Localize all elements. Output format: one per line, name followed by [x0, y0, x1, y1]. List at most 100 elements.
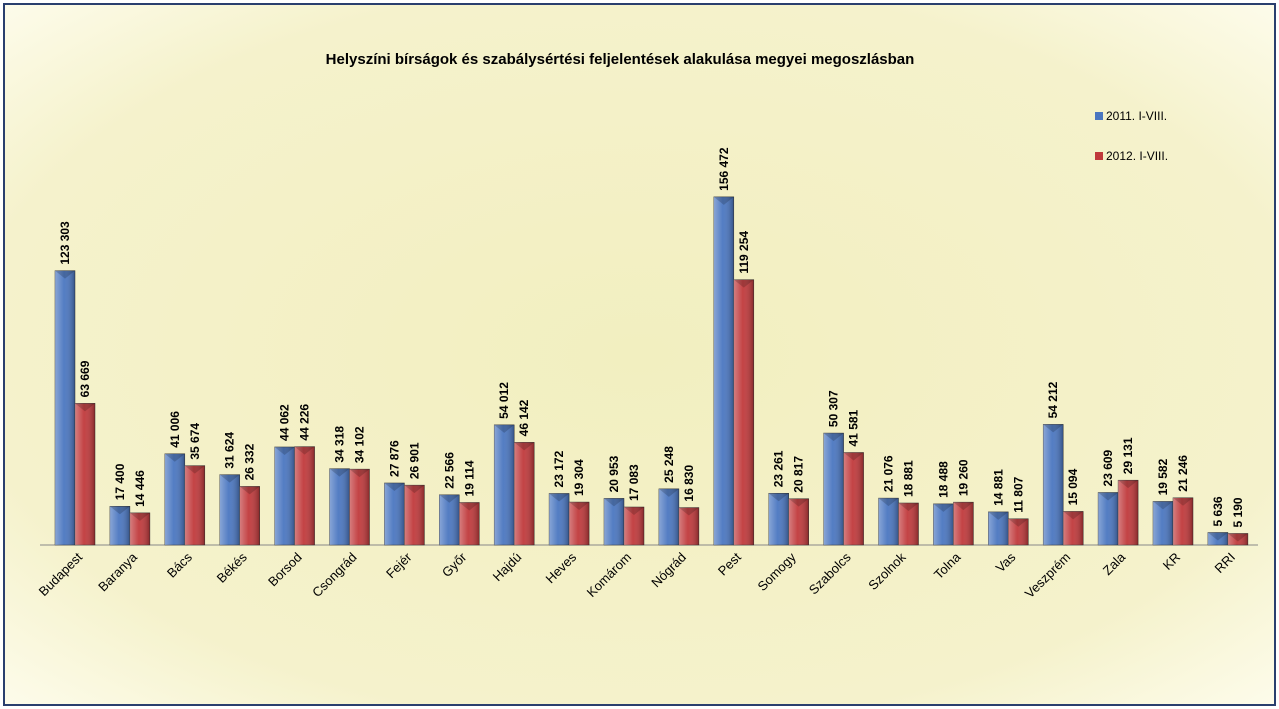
bar-cap	[1173, 497, 1193, 506]
bar-shade	[878, 498, 899, 545]
value-label: 54 212	[1046, 381, 1060, 418]
bar-cap	[1227, 533, 1248, 542]
value-label: 26 901	[407, 442, 421, 479]
value-label: 41 581	[847, 409, 861, 446]
value-label: 11 807	[1011, 476, 1025, 512]
bar-shade	[1063, 511, 1084, 545]
bar-shade	[768, 493, 789, 545]
bar-cap	[239, 486, 260, 495]
legend-swatch	[1095, 152, 1103, 160]
value-label: 54 012	[497, 382, 511, 419]
value-label: 63 669	[78, 360, 92, 397]
bar-shade	[604, 498, 624, 545]
bar-cap	[788, 498, 809, 507]
bar-cap	[953, 502, 974, 511]
value-label: 156 472	[717, 147, 731, 191]
bar-shade	[678, 507, 699, 545]
bar-shade	[953, 502, 974, 545]
bar-cap	[713, 196, 734, 205]
bar-shade	[1207, 532, 1228, 545]
bar-shade	[569, 502, 590, 545]
bar-shade	[1118, 480, 1139, 545]
value-label: 5 190	[1231, 497, 1245, 527]
bar-shade	[933, 503, 954, 545]
bar-cap	[678, 507, 699, 516]
bar-cap	[184, 465, 205, 474]
value-label: 29 131	[1121, 437, 1135, 474]
value-label: 46 142	[517, 399, 531, 436]
bar-cap	[329, 468, 350, 477]
value-label: 20 817	[792, 456, 806, 493]
value-label: 123 303	[58, 221, 72, 265]
bar-shade	[1227, 533, 1248, 545]
value-label: 15 094	[1066, 468, 1080, 505]
bar-shade	[658, 488, 679, 545]
bar-cap	[1153, 501, 1173, 510]
value-label: 23 172	[552, 450, 566, 487]
bar-cap	[55, 270, 75, 279]
value-label: 119 254	[737, 231, 751, 274]
bar-shade	[843, 452, 864, 545]
bar-cap	[384, 482, 405, 491]
bar-cap	[164, 453, 185, 462]
value-label: 31 624	[223, 432, 237, 469]
value-label: 23 261	[772, 450, 786, 487]
bar-cap	[75, 403, 95, 412]
bar-shade	[549, 493, 570, 545]
bar-shade	[1008, 518, 1029, 545]
value-label: 16 830	[682, 465, 696, 502]
bar-shade	[239, 486, 260, 545]
value-label: 19 114	[462, 460, 476, 496]
bar-shade	[129, 512, 150, 545]
value-label: 14 881	[991, 469, 1005, 506]
bar-shade	[55, 270, 75, 545]
value-label: 18 881	[902, 460, 916, 497]
value-label: 18 488	[936, 461, 950, 498]
bar-cap	[1118, 480, 1139, 489]
bar-cap	[569, 502, 590, 511]
bar-cap	[219, 474, 240, 483]
bar-cap	[549, 493, 570, 502]
value-label: 50 307	[827, 390, 841, 427]
value-label: 35 674	[188, 423, 202, 460]
bar-cap	[733, 279, 754, 288]
bar-cap	[1063, 511, 1084, 520]
bar-shade	[713, 196, 734, 545]
bar-shade	[384, 482, 405, 545]
bar-cap	[129, 512, 150, 521]
value-label: 19 304	[572, 459, 586, 496]
value-label: 20 953	[607, 455, 621, 492]
bar-shade	[1153, 501, 1173, 545]
bar-shade	[898, 502, 919, 545]
bar-shade	[788, 498, 809, 545]
bar-cap	[1043, 424, 1064, 433]
bar-cap	[404, 485, 425, 494]
value-label: 23 609	[1101, 449, 1115, 486]
value-label: 5 636	[1211, 496, 1225, 526]
bar-cap	[1098, 492, 1119, 501]
bar-shade	[1043, 424, 1064, 545]
chart-title: Helyszíni bírságok és szabálysértési fel…	[326, 51, 915, 68]
bar-cap	[878, 498, 899, 507]
value-label: 25 248	[662, 446, 676, 483]
bar-shade	[404, 485, 425, 545]
bar-cap	[459, 502, 480, 511]
bar-cap	[514, 442, 535, 451]
value-label: 27 876	[387, 440, 401, 477]
bar-shade	[624, 506, 644, 545]
value-label: 17 083	[627, 464, 641, 501]
bar-cap	[823, 433, 844, 442]
bar-shade	[294, 446, 315, 545]
bar-shade	[1098, 492, 1119, 545]
value-label: 41 006	[168, 411, 182, 448]
legend-swatch	[1095, 112, 1103, 120]
legend-label: 2012. I-VIII.	[1106, 149, 1168, 163]
bar-shade	[164, 453, 185, 545]
value-label: 34 318	[333, 426, 347, 463]
bar-cap	[768, 493, 789, 502]
bar-shade	[514, 442, 535, 545]
bar-shade	[733, 279, 754, 545]
bar-shade	[329, 468, 350, 545]
bar-cap	[604, 498, 624, 507]
